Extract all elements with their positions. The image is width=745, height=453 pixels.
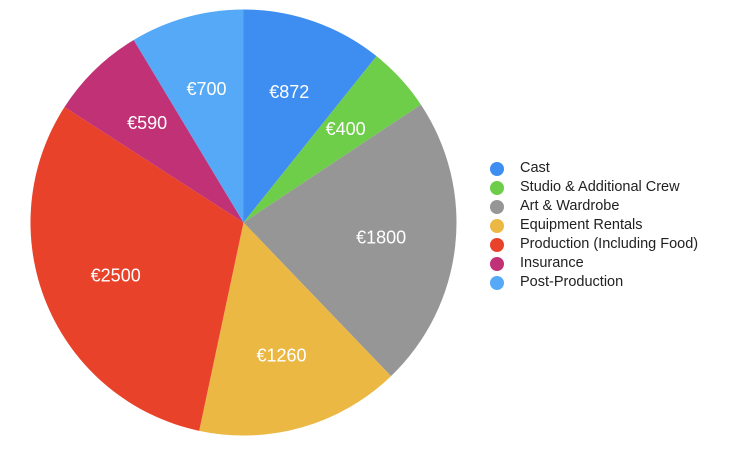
legend-swatch-studio-additional-crew [490,180,504,195]
legend-label-art-wardrobe: Art & Wardrobe [520,198,620,214]
pie-slice-post-production [133,9,244,223]
legend-item-production-including-food: Production (Including Food) [490,235,698,254]
legend-label-insurance: Insurance [520,255,584,271]
legend-label-cast: Cast [520,160,550,176]
legend-item-art-wardrobe: Art & Wardrobe [490,197,698,216]
slice-value-label-cast: €872 [269,82,309,102]
slice-value-label-art-wardrobe: €1800 [356,228,406,248]
legend-swatch-post-production [490,275,504,290]
pie-slice-studio-additional-crew [243,56,421,223]
legend-label-post-production: Post-Production [520,274,624,290]
legend-label-production-including-food: Production (Including Food) [520,236,699,252]
legend-item-cast: Cast [490,159,698,178]
legend-label-studio-additional-crew: Studio & Additional Crew [520,179,680,195]
legend-item-studio-additional-crew: Studio & Additional Crew [490,178,698,197]
legend-label-equipment-rentals: Equipment Rentals [520,217,643,233]
legend-item-insurance: Insurance [490,254,698,273]
slice-value-label-post-production: €700 [186,79,226,99]
slice-value-label-equipment-rentals: €1260 [256,346,306,366]
legend-swatch-equipment-rentals [490,218,504,233]
slice-value-label-studio-additional-crew: €400 [326,119,366,139]
slice-value-label-production-including-food: €2500 [91,266,141,286]
pie-slice-equipment-rentals [199,222,392,436]
legend-swatch-insurance [490,256,504,271]
pie-slice-cast [243,9,377,223]
pie-slice-art-wardrobe [243,104,457,377]
legend-swatch-production-including-food [490,237,504,252]
legend-swatch-art-wardrobe [490,199,504,214]
pie-chart: €872 €400 €1800 €1260 €2500 €590 €700 [30,9,457,436]
pie-slice-production-including-food [30,107,244,431]
legend-swatch-cast [490,161,504,176]
slice-value-label-insurance: €590 [127,113,167,133]
legend: Cast Studio & Additional Crew Art & Wardro… [490,159,698,292]
legend-item-post-production: Post-Production [490,273,698,292]
legend-item-equipment-rentals: Equipment Rentals [490,216,698,235]
pie-slice-insurance [64,39,244,223]
